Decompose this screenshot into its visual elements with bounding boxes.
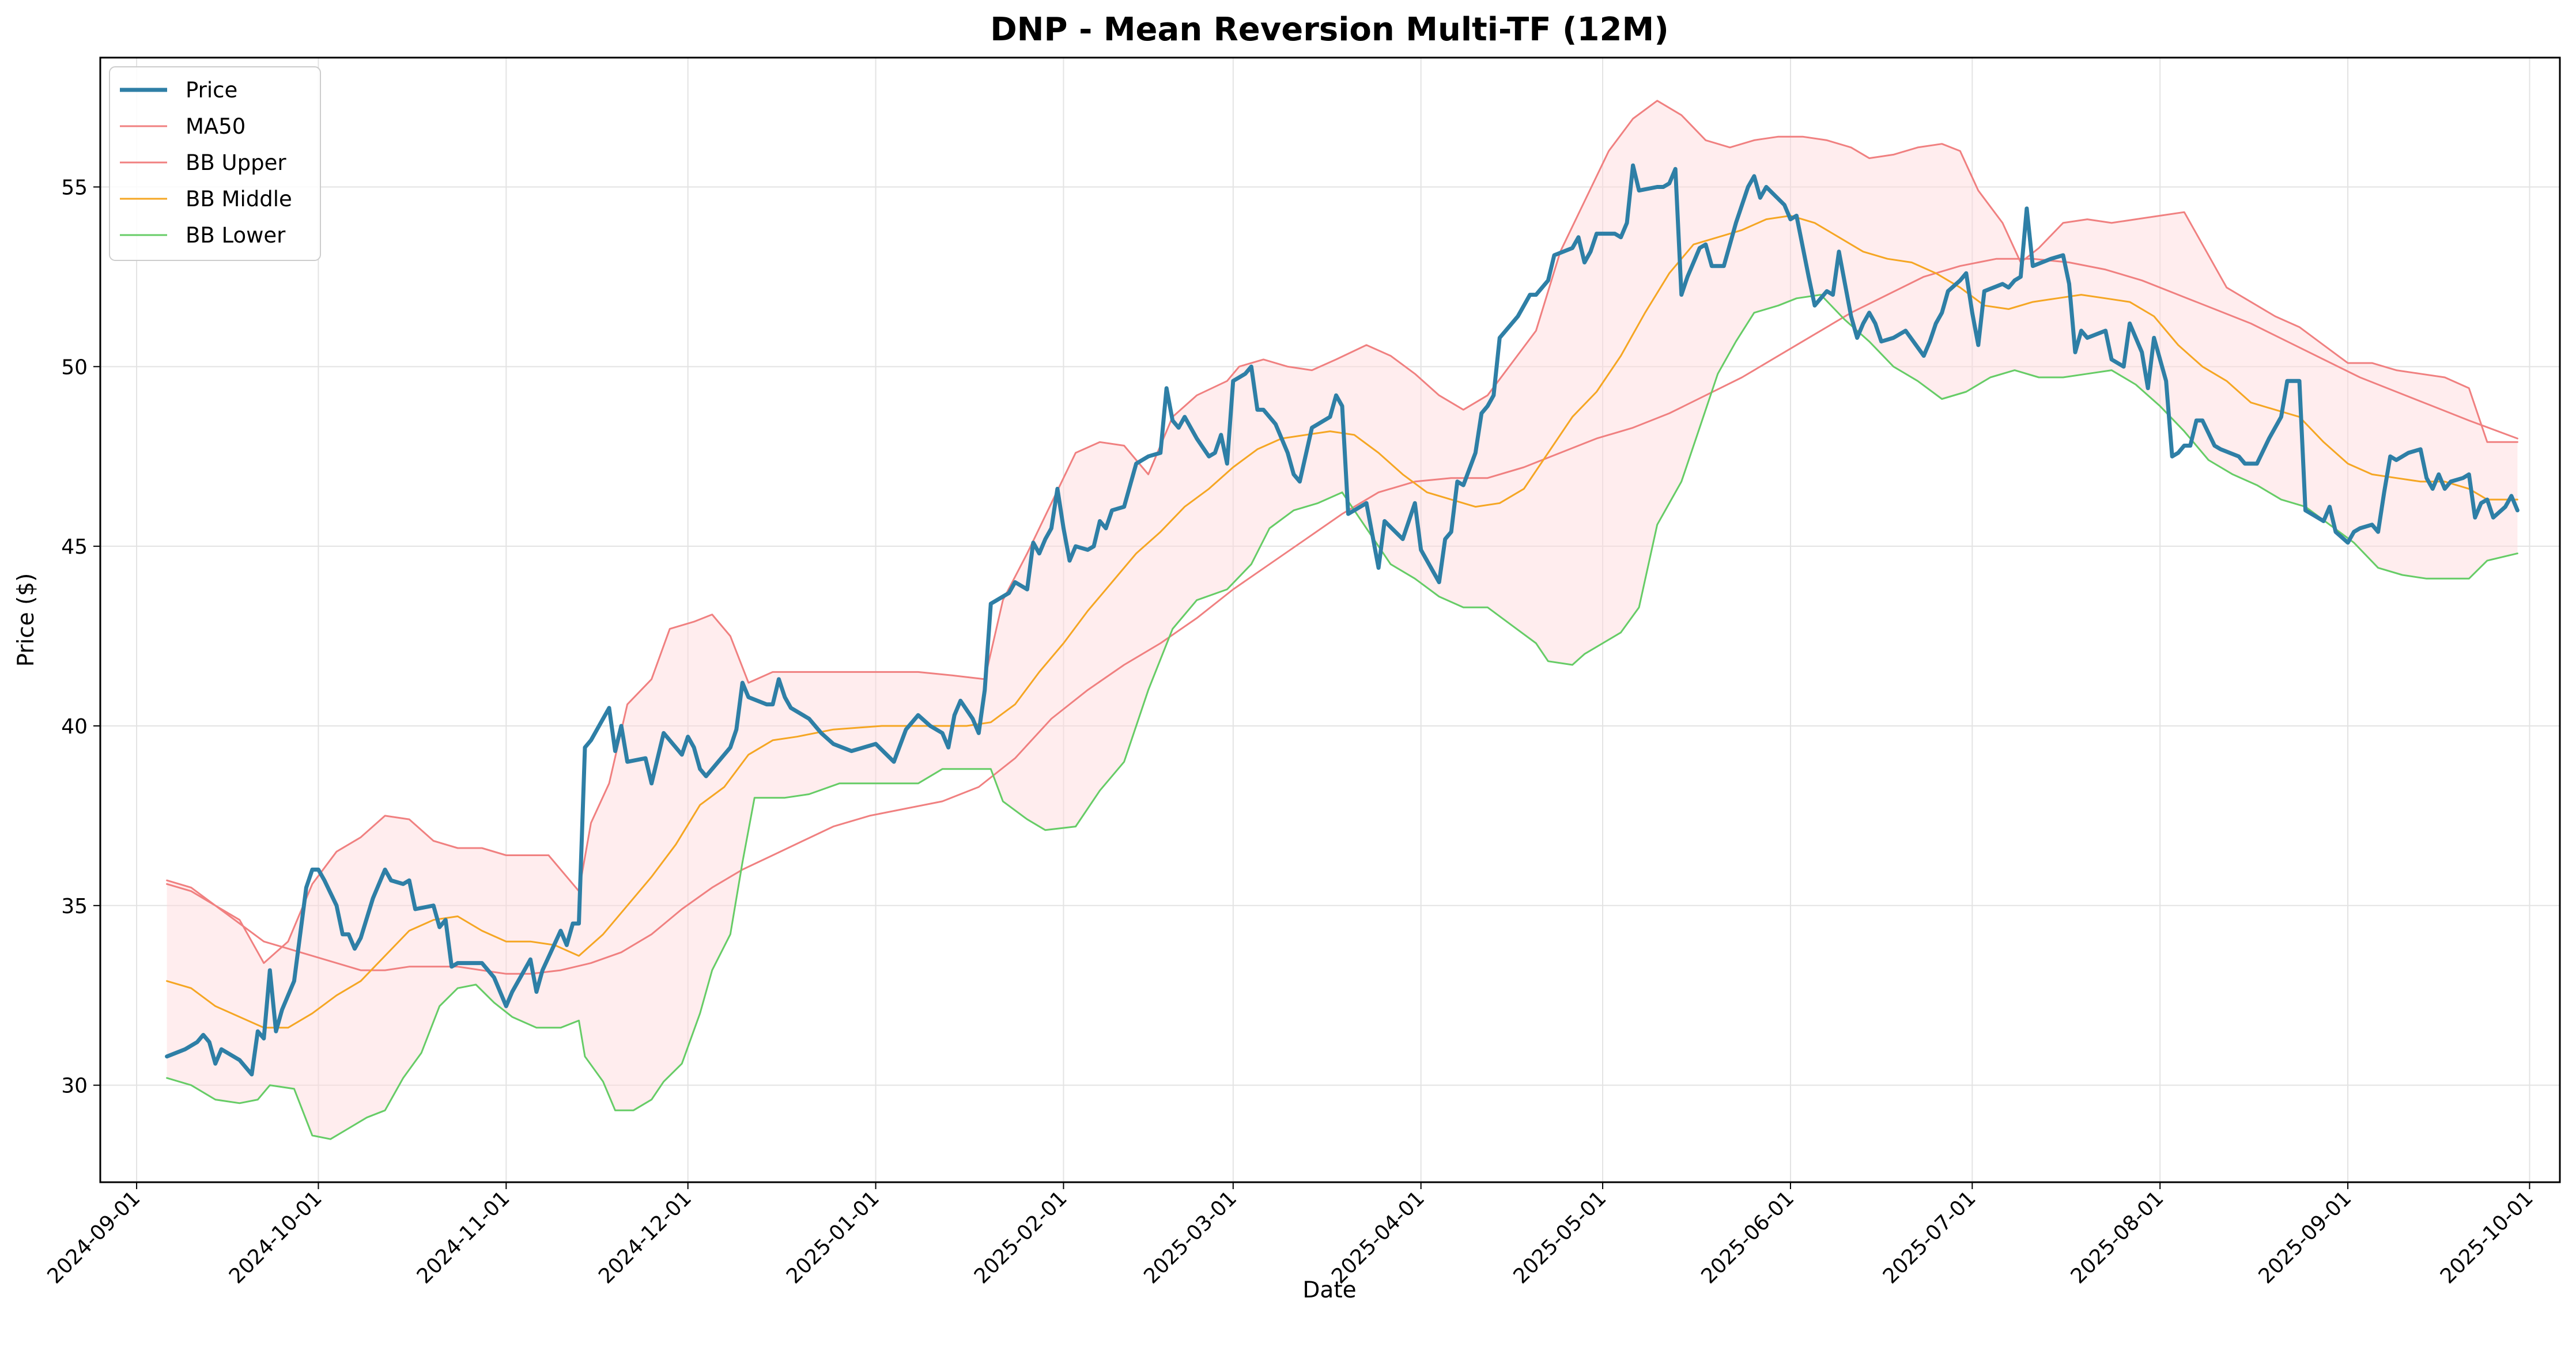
series-line-bb-middle <box>166 214 2518 1029</box>
grid-layer <box>100 58 2560 1182</box>
y-axis-title: Price ($) <box>13 573 39 667</box>
legend-label-price: Price <box>186 78 237 103</box>
legend-frame <box>109 66 321 261</box>
chart-title: DNP - Mean Reversion Multi-TF (12M) <box>990 11 1669 48</box>
series-line-bb-upper <box>166 100 2518 964</box>
series-line-price <box>165 163 2520 1077</box>
series-line-bb-lower <box>166 294 2518 1140</box>
series-layer <box>165 100 2520 1140</box>
legend-label-bb-upper: BB Upper <box>186 150 286 175</box>
legend-label-ma50: MA50 <box>186 114 245 139</box>
plot-frame <box>99 56 2561 1183</box>
legend: Price MA50 BB Upper BB Middle BB Lower <box>109 66 321 261</box>
y-tick-label: 30 <box>61 1074 88 1098</box>
y-tick-label: 55 <box>61 176 88 200</box>
y-tick-label: 35 <box>61 895 88 918</box>
legend-label-bb-lower: BB Lower <box>186 223 286 248</box>
y-tick-label: 50 <box>61 355 88 379</box>
y-tick-label: 45 <box>61 535 88 559</box>
y-axis: 30 35 40 45 50 55 <box>61 176 100 1098</box>
bollinger-band-fill <box>167 100 2518 1140</box>
legend-label-bb-middle: BB Middle <box>186 187 292 211</box>
y-tick-label: 40 <box>61 715 88 739</box>
band-layer <box>167 100 2518 1140</box>
legend-items: Price MA50 BB Upper BB Middle BB Lower <box>120 78 292 248</box>
x-axis-title: Date <box>1302 1277 1356 1303</box>
